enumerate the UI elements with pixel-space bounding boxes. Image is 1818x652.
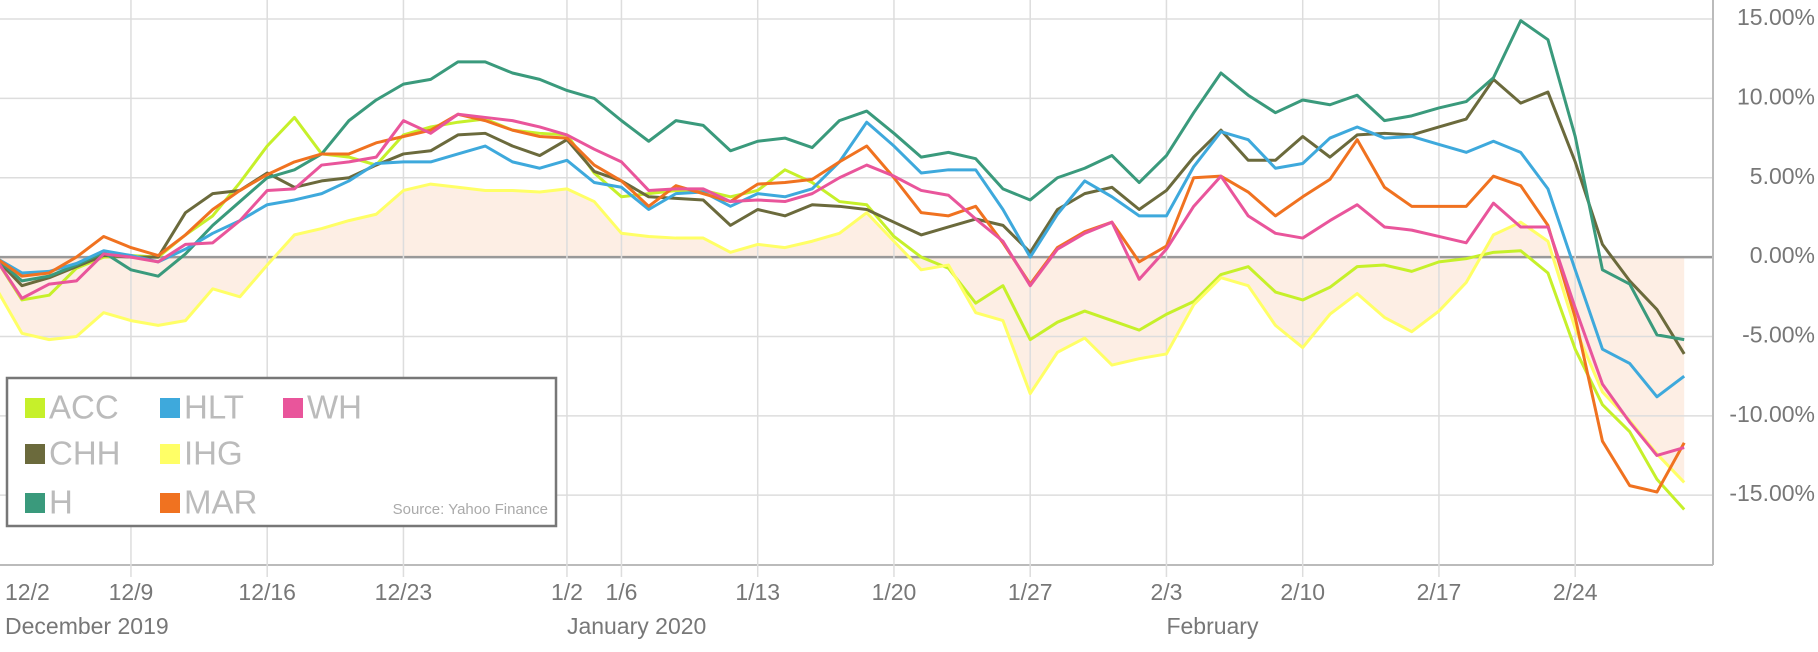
legend: Source: Yahoo Finance ACC CHH H HLT IHG MAR WH	[5, 376, 558, 528]
month-label: February	[1166, 613, 1259, 639]
y-tick-label: -10.00%	[1729, 401, 1815, 427]
x-tick-label: 12/2	[5, 579, 50, 605]
month-label: January 2020	[567, 613, 706, 639]
x-tick-label: 2/10	[1280, 579, 1325, 605]
y-tick-label: 0.00%	[1750, 242, 1815, 268]
x-tick-label: 12/9	[109, 579, 154, 605]
x-tick-label: 2/24	[1553, 579, 1598, 605]
legend-label: HLT	[184, 389, 244, 426]
legend-swatch	[25, 444, 45, 464]
series-line	[0, 77, 1686, 355]
legend-label: ACC	[49, 389, 119, 426]
series-line	[0, 112, 1685, 457]
areas	[0, 184, 1685, 483]
legend-label: MAR	[184, 484, 257, 521]
month-label: December 2019	[5, 613, 169, 639]
legend-label: IHG	[184, 435, 243, 472]
source: Source: Yahoo Finance	[393, 501, 548, 518]
x-tick-label: 2/3	[1150, 579, 1182, 605]
legend-swatch	[160, 493, 180, 513]
legend-box	[5, 376, 558, 528]
x-tick-label: 2/17	[1417, 579, 1462, 605]
y-tick-label: -15.00%	[1729, 480, 1815, 506]
y-tick-label: 10.00%	[1737, 83, 1815, 109]
y-tick-label: 5.00%	[1750, 163, 1815, 189]
legend-swatch	[25, 493, 45, 513]
series-line	[0, 19, 1685, 342]
x-tick-label: 1/13	[735, 579, 780, 605]
legend-swatch	[25, 398, 45, 418]
legend-swatch	[160, 444, 180, 464]
series-line	[0, 182, 1686, 484]
labels: -15.00% -10.00% -5.00% 0.00% 5.00% 10.00% 15.0…	[5, 4, 1815, 639]
series-line	[0, 115, 1686, 511]
series-line	[0, 112, 1686, 494]
x-tick-label: 1/6	[605, 579, 637, 605]
legend-label: H	[49, 484, 73, 521]
x-tick-label: 12/23	[375, 579, 433, 605]
y-tick-label: -5.00%	[1742, 322, 1815, 348]
legend-swatch	[283, 398, 303, 418]
legend-label: CHH	[49, 435, 121, 472]
x-tick-label: 1/27	[1008, 579, 1053, 605]
lines	[0, 19, 1686, 511]
area	[0, 184, 1685, 483]
legend-label: WH	[307, 389, 362, 426]
x-tick-label: 1/2	[551, 579, 583, 605]
y-tick-label: 15.00%	[1737, 4, 1815, 30]
legend-swatch	[160, 398, 180, 418]
x-tick-label: 1/20	[872, 579, 917, 605]
x-tick-label: 12/16	[238, 579, 296, 605]
